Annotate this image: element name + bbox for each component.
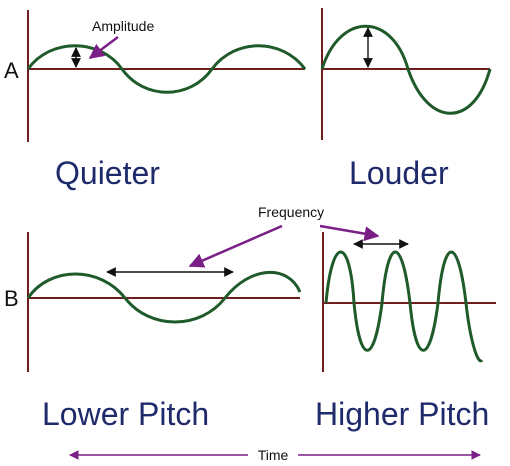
louder-wave xyxy=(320,24,492,115)
panel-title-higher-pitch: Higher Pitch xyxy=(315,396,489,432)
panel-lower-pitch xyxy=(26,232,302,372)
panel-title-quieter: Quieter xyxy=(55,155,160,191)
panel-louder xyxy=(320,8,492,140)
frequency-label: Frequency xyxy=(258,204,324,220)
row-b-label: B xyxy=(4,286,19,311)
row-a-label: A xyxy=(4,58,19,83)
panel-title-louder: Louder xyxy=(349,155,449,191)
frequency-pointer-left xyxy=(188,224,283,268)
amplitude-label: Amplitude xyxy=(92,18,154,34)
panel-higher-pitch xyxy=(322,232,496,372)
lower-pitch-wave xyxy=(26,270,302,324)
frequency-pointer-right xyxy=(319,224,380,242)
amplitude-pointer xyxy=(88,36,119,59)
panel-quieter xyxy=(26,10,307,142)
higher-pitch-wave xyxy=(324,250,484,363)
time-label: Time xyxy=(258,447,289,463)
quieter-wave xyxy=(26,44,307,94)
panel-title-lower-pitch: Lower Pitch xyxy=(42,396,209,432)
